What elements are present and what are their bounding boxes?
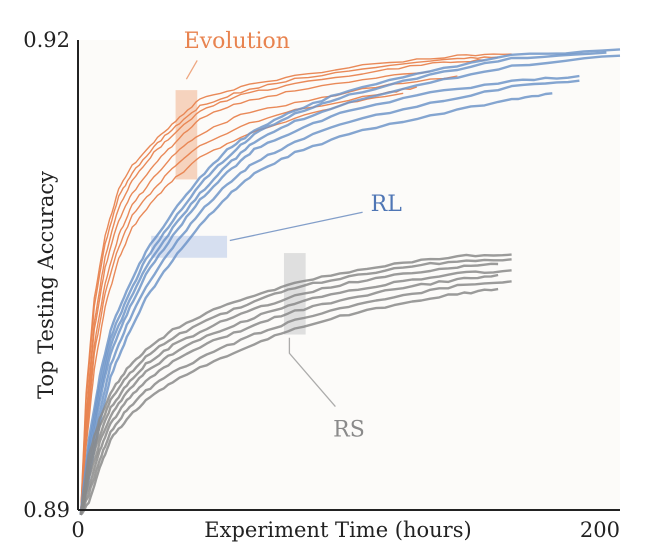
series-line-evolution-1 [80,53,512,515]
series-line-evolution-4 [80,70,431,515]
annotation-label-rs: RS [333,417,365,442]
series-line-evolution-7 [80,92,404,515]
series-line-rl-5 [79,79,580,515]
y-tick-label-0-92: 0.92 [23,28,70,52]
x-tick-label-200: 200 [580,518,620,542]
series-line-evolution-5 [80,75,458,515]
pointer-line-rl [229,211,363,242]
series-line-rs-5 [79,273,499,516]
series-line-rs-1 [79,253,512,515]
x-axis-title: Experiment Time (hours) [204,518,471,542]
pointer-line-rs [288,337,336,408]
pointer-line-evolution [185,60,198,80]
annotation-pointers [185,60,363,408]
x-tick-label-0: 0 [71,518,84,542]
y-axis-title: Top Testing Accuracy [34,171,58,399]
series-line-rs-3 [79,262,499,515]
series-line-rl-6 [79,92,553,516]
series-line-rs-4 [79,269,512,516]
series-line-rl-2 [79,51,607,515]
annotation-label-evolution: Evolution [184,29,290,54]
y-tick-label-0-89: 0.89 [23,498,70,522]
series-lines [79,48,621,516]
series-annotations: Evolution RL RS [184,29,403,443]
series-line-rl-1 [79,48,621,515]
series-line-rl-4 [79,74,580,515]
series-line-rs-7 [79,287,499,516]
x-tick-labels: 0 200 [71,518,620,542]
series-line-evolution-3 [80,59,485,515]
y-tick-labels: 0.89 0.92 [23,28,70,522]
series-line-rs-6 [79,280,512,516]
annotation-label-rl: RL [371,192,403,217]
series-line-evolution-2 [80,56,499,515]
series-line-rl-3 [79,54,621,515]
series-line-rs-2 [79,258,512,515]
